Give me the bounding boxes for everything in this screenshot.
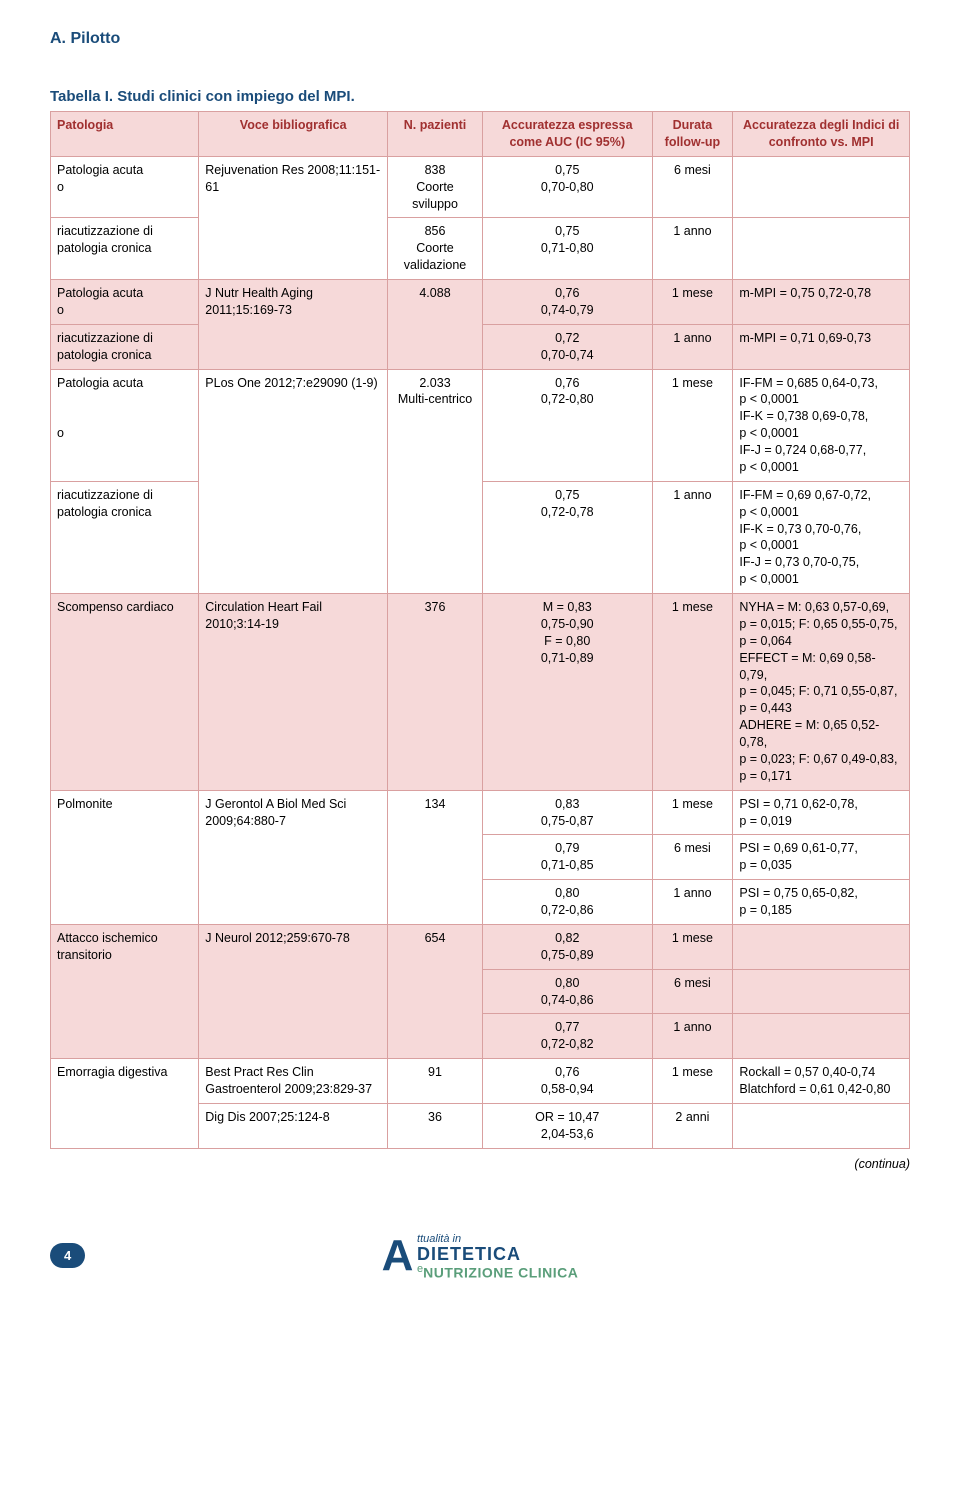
cell-voce: Circulation Heart Fail 2010;3:14-19 [199, 594, 388, 791]
cell-durata: 6 mesi [652, 969, 733, 1014]
cell-auc: 0,79 0,71-0,85 [482, 835, 652, 880]
cell-patologia: Patologia acuta o [51, 280, 199, 325]
cell-auc: 0,76 0,74-0,79 [482, 280, 652, 325]
table-row: Emorragia digestivaBest Pract Res Clin G… [51, 1059, 910, 1104]
cell-npazienti: 376 [388, 594, 483, 791]
cell-voce: PLos One 2012;7:e29090 (1-9) [199, 369, 388, 594]
cell-auc: 0,82 0,75-0,89 [482, 924, 652, 969]
cell-durata: 1 mese [652, 924, 733, 969]
cell-auc: 0,76 0,58-0,94 [482, 1059, 652, 1104]
table-row: PolmoniteJ Gerontol A Biol Med Sci 2009;… [51, 790, 910, 835]
table-row: Patologia acuta oJ Nutr Health Aging 201… [51, 280, 910, 325]
cell-npazienti: 2.033 Multi-centrico [388, 369, 483, 594]
cell-patologia: riacutizzazione di patologia cronica [51, 218, 199, 280]
cell-auc: 0,77 0,72-0,82 [482, 1014, 652, 1059]
brand-letter-a: A [382, 1238, 414, 1273]
cell-mpi [733, 156, 910, 218]
cell-durata: 1 anno [652, 880, 733, 925]
table-body: Patologia acuta oRejuvenation Res 2008;1… [51, 156, 910, 1148]
table-row: Patologia acuta oRejuvenation Res 2008;1… [51, 156, 910, 218]
cell-mpi: m-MPI = 0,75 0,72-0,78 [733, 280, 910, 325]
cell-durata: 1 anno [652, 324, 733, 369]
cell-mpi: PSI = 0,69 0,61-0,77, p = 0,035 [733, 835, 910, 880]
cell-npazienti: 36 [388, 1103, 483, 1148]
header-voce: Voce bibliografica [199, 112, 388, 157]
cell-auc: 0,80 0,72-0,86 [482, 880, 652, 925]
cell-mpi [733, 1103, 910, 1148]
cell-auc: 0,75 0,72-0,78 [482, 481, 652, 593]
header-npazienti: N. pazienti [388, 112, 483, 157]
cell-npazienti: 134 [388, 790, 483, 924]
cell-patologia: Polmonite [51, 790, 199, 924]
table-title: Tabella I. Studi clinici con impiego del… [50, 88, 910, 105]
table-row: Scompenso cardiacoCirculation Heart Fail… [51, 594, 910, 791]
cell-durata: 2 anni [652, 1103, 733, 1148]
cell-durata: 1 mese [652, 280, 733, 325]
cell-mpi [733, 218, 910, 280]
cell-durata: 1 mese [652, 594, 733, 791]
cell-npazienti: 654 [388, 924, 483, 1058]
cell-mpi: m-MPI = 0,71 0,69-0,73 [733, 324, 910, 369]
cell-mpi: Rockall = 0,57 0,40-0,74 Blatchford = 0,… [733, 1059, 910, 1104]
cell-durata: 1 anno [652, 218, 733, 280]
table-header-row: Patologia Voce bibliografica N. pazienti… [51, 112, 910, 157]
cell-mpi: IF-FM = 0,69 0,67-0,72, p < 0,0001 IF-K … [733, 481, 910, 593]
cell-voce: Rejuvenation Res 2008;11:151-61 [199, 156, 388, 279]
cell-mpi [733, 1014, 910, 1059]
table-row: Attacco ischemico transitorioJ Neurol 20… [51, 924, 910, 969]
cell-npazienti: 91 [388, 1059, 483, 1104]
cell-auc: M = 0,83 0,75-0,90 F = 0,80 0,71-0,89 [482, 594, 652, 791]
cell-mpi: IF-FM = 0,685 0,64-0,73, p < 0,0001 IF-K… [733, 369, 910, 481]
brand-logo: A ttualità in DIETETICA eNUTRIZIONE CLIN… [382, 1231, 579, 1280]
clinical-studies-table: Patologia Voce bibliografica N. pazienti… [50, 111, 910, 1149]
brand-line1: ttualità in [417, 1233, 461, 1245]
cell-mpi: NYHA = M: 0,63 0,57-0,69, p = 0,015; F: … [733, 594, 910, 791]
cell-npazienti: 856 Coorte validazione [388, 218, 483, 280]
header-patologia: Patologia [51, 112, 199, 157]
cell-mpi [733, 969, 910, 1014]
cell-voce: Dig Dis 2007;25:124-8 [199, 1103, 388, 1148]
cell-voce: J Gerontol A Biol Med Sci 2009;64:880-7 [199, 790, 388, 924]
cell-patologia: riacutizzazione di patologia cronica [51, 481, 199, 593]
cell-patologia: Patologia acuta o [51, 369, 199, 481]
cell-patologia: Emorragia digestiva [51, 1059, 199, 1149]
cell-auc: 0,76 0,72-0,80 [482, 369, 652, 481]
cell-auc: 0,80 0,74-0,86 [482, 969, 652, 1014]
cell-npazienti: 4.088 [388, 280, 483, 370]
cell-voce: J Nutr Health Aging 2011;15:169-73 [199, 280, 388, 370]
table-row: riacutizzazione di patologia cronica 856 … [51, 218, 910, 280]
table-row: Patologia acuta oPLos One 2012;7:e29090 … [51, 369, 910, 481]
cell-mpi: PSI = 0,71 0,62-0,78, p = 0,019 [733, 790, 910, 835]
cell-auc: 0,83 0,75-0,87 [482, 790, 652, 835]
brand-line2: DIETETICA [417, 1244, 521, 1264]
cell-mpi: PSI = 0,75 0,65-0,82, p = 0,185 [733, 880, 910, 925]
cell-patologia: Scompenso cardiaco [51, 594, 199, 791]
cell-voce: Best Pract Res Clin Gastroenterol 2009;2… [199, 1059, 388, 1104]
cell-durata: 1 anno [652, 1014, 733, 1059]
cell-patologia: riacutizzazione di patologia cronica [51, 324, 199, 369]
cell-npazienti: 838 Coorte sviluppo [388, 156, 483, 218]
continua-note: (continua) [50, 1157, 910, 1171]
page-footer: 4 A ttualità in DIETETICA eNUTRIZIONE CL… [50, 1231, 910, 1280]
cell-durata: 6 mesi [652, 156, 733, 218]
cell-auc: OR = 10,47 2,04-53,6 [482, 1103, 652, 1148]
header-durata: Durata follow-up [652, 112, 733, 157]
cell-durata: 1 mese [652, 790, 733, 835]
cell-voce: J Neurol 2012;259:670-78 [199, 924, 388, 1058]
author-name: A. Pilotto [50, 30, 910, 48]
header-accuratezza-auc: Accuratezza espressa come AUC (IC 95%) [482, 112, 652, 157]
page-number-badge: 4 [50, 1243, 85, 1268]
cell-auc: 0,75 0,71-0,80 [482, 218, 652, 280]
cell-durata: 1 mese [652, 1059, 733, 1104]
header-accuratezza-mpi: Accuratezza degli Indici di confronto vs… [733, 112, 910, 157]
cell-patologia: Attacco ischemico transitorio [51, 924, 199, 1058]
cell-mpi [733, 924, 910, 969]
cell-auc: 0,72 0,70-0,74 [482, 324, 652, 369]
cell-durata: 1 anno [652, 481, 733, 593]
cell-patologia: Patologia acuta o [51, 156, 199, 218]
brand-line3: NUTRIZIONE CLINICA [423, 1264, 578, 1280]
cell-durata: 6 mesi [652, 835, 733, 880]
cell-auc: 0,75 0,70-0,80 [482, 156, 652, 218]
cell-durata: 1 mese [652, 369, 733, 481]
